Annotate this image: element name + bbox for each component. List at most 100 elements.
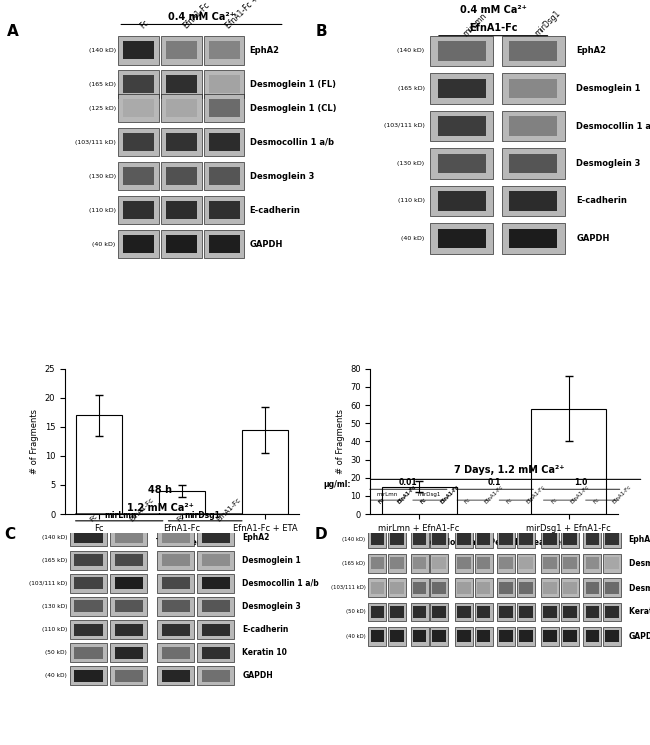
Bar: [474, 603, 493, 621]
Text: D: D: [315, 527, 327, 542]
Bar: [114, 647, 142, 659]
Bar: [202, 624, 229, 635]
Bar: [455, 554, 473, 573]
Bar: [75, 624, 103, 635]
Text: EfnA1-Fc: EfnA1-Fc: [570, 484, 591, 505]
Bar: [430, 554, 448, 573]
Text: EfnA1-Fc: EfnA1-Fc: [612, 484, 633, 505]
Bar: [162, 670, 190, 682]
Bar: [369, 603, 386, 621]
Bar: [370, 582, 384, 594]
Bar: [457, 582, 471, 594]
Text: Fc: Fc: [176, 513, 185, 523]
Text: (40 kD): (40 kD): [46, 673, 68, 678]
Bar: [543, 582, 557, 594]
Text: Keratin 10: Keratin 10: [629, 607, 650, 616]
Bar: [432, 557, 446, 569]
Bar: [70, 597, 107, 616]
Bar: [502, 186, 565, 216]
Text: (40 kD): (40 kD): [346, 634, 365, 638]
Bar: [114, 531, 142, 543]
Bar: [369, 578, 386, 597]
Bar: [209, 42, 240, 60]
Bar: [584, 578, 601, 597]
Bar: [162, 647, 190, 659]
Text: Fc: Fc: [464, 497, 472, 505]
Bar: [499, 582, 513, 594]
Bar: [209, 167, 240, 186]
Text: 0.4 mM Ca²⁺: 0.4 mM Ca²⁺: [168, 12, 235, 22]
Bar: [198, 527, 234, 547]
Bar: [510, 79, 557, 98]
Text: EfnA1-Fc: EfnA1-Fc: [181, 1, 211, 31]
Text: Desmocollin 1 a/b: Desmocollin 1 a/b: [250, 138, 333, 147]
Text: EfnA1-Fc: EfnA1-Fc: [469, 23, 517, 33]
Bar: [204, 196, 244, 224]
Bar: [157, 666, 194, 685]
Bar: [161, 95, 202, 122]
Bar: [519, 606, 532, 618]
Bar: [510, 229, 557, 248]
Text: EphA2: EphA2: [629, 535, 650, 544]
Bar: [118, 95, 159, 122]
Bar: [75, 600, 103, 612]
Text: (103/111 kD): (103/111 kD): [29, 581, 68, 586]
Bar: [497, 578, 515, 597]
Bar: [438, 116, 486, 136]
Text: Desmocollin 1 a/b: Desmocollin 1 a/b: [576, 121, 650, 130]
Bar: [204, 230, 244, 259]
Bar: [502, 111, 565, 141]
Bar: [543, 557, 557, 569]
Bar: [161, 230, 202, 259]
Bar: [202, 577, 229, 589]
Bar: [430, 36, 493, 66]
Bar: [502, 36, 565, 66]
Bar: [499, 630, 513, 642]
Text: mirDsg1: mirDsg1: [533, 9, 562, 38]
Text: EphA2: EphA2: [576, 46, 606, 55]
Bar: [563, 533, 577, 545]
Text: 1.0: 1.0: [575, 478, 588, 487]
Bar: [457, 557, 471, 569]
Y-axis label: # of Fragments: # of Fragments: [335, 409, 345, 474]
Bar: [541, 578, 559, 597]
Bar: [586, 557, 599, 569]
Bar: [411, 603, 428, 621]
Bar: [411, 530, 428, 548]
Text: (40 kD): (40 kD): [401, 236, 424, 241]
Text: Desmoglein 3: Desmoglein 3: [576, 159, 640, 168]
Bar: [586, 606, 599, 618]
X-axis label: Knockdown and Peptide Treatment: Knockdown and Peptide Treatment: [418, 539, 570, 548]
Text: (130 kD): (130 kD): [88, 174, 116, 179]
Bar: [519, 533, 532, 545]
Bar: [114, 600, 142, 612]
Bar: [532, 409, 606, 514]
Text: Desmoglein 1 (FL): Desmoglein 1 (FL): [250, 80, 335, 89]
Bar: [202, 531, 229, 543]
Bar: [541, 554, 559, 573]
Text: (110 kD): (110 kD): [88, 208, 116, 213]
Bar: [70, 527, 107, 547]
Text: (140 kD): (140 kD): [397, 48, 424, 54]
Text: E-cadherin: E-cadherin: [242, 625, 289, 634]
Text: Desmoglein 3: Desmoglein 3: [242, 602, 301, 611]
Bar: [430, 627, 448, 646]
Bar: [603, 530, 621, 548]
Bar: [198, 620, 234, 639]
Bar: [499, 557, 513, 569]
Bar: [159, 491, 205, 514]
Bar: [455, 578, 473, 597]
Bar: [388, 554, 406, 573]
Bar: [198, 666, 234, 685]
Bar: [162, 577, 190, 589]
Bar: [75, 670, 103, 682]
Bar: [476, 630, 490, 642]
Bar: [118, 37, 159, 65]
Text: (125 kD): (125 kD): [88, 106, 116, 111]
Bar: [111, 597, 147, 616]
Bar: [161, 196, 202, 224]
Text: (110 kD): (110 kD): [398, 198, 424, 203]
Bar: [457, 533, 471, 545]
Bar: [517, 530, 535, 548]
Text: EfnA1-Fc: EfnA1-Fc: [397, 484, 418, 505]
